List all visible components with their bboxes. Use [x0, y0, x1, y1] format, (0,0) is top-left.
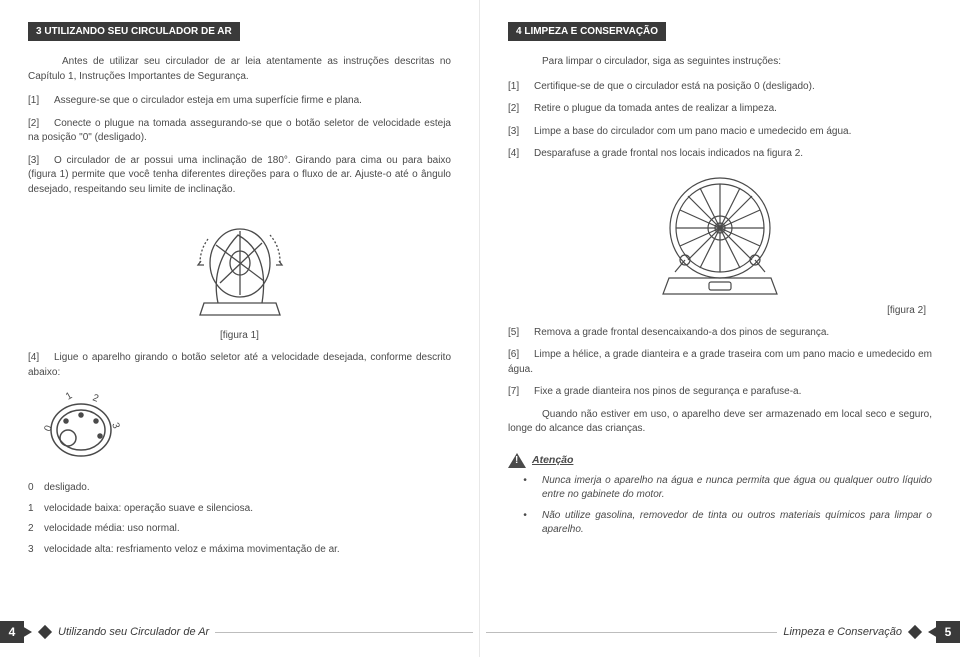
fan-side-icon — [180, 205, 300, 325]
speed-0: 0desligado. — [28, 481, 451, 496]
item-text: Assegure-se que o circulador esteja em u… — [54, 95, 362, 106]
speed-2: 2velocidade média: uso normal. — [28, 522, 451, 537]
left-item-1: [1]Assegure-se que o circulador esteja e… — [28, 94, 451, 109]
dial-icon: 0 1 2 3 — [38, 388, 124, 464]
section-header-left: 3 UTILIZANDO SEU CIRCULADOR DE AR — [28, 22, 240, 41]
left-item-3: [3]O circulador de ar possui uma inclina… — [28, 154, 451, 198]
item-num: [3] — [28, 154, 54, 169]
footer-right: Limpeza e Conservação 5 — [480, 621, 960, 643]
left-item-2: [2]Conecte o plugue na tomada assegurand… — [28, 117, 451, 146]
footer-left: 4 Utilizando seu Circulador de Ar — [0, 621, 479, 643]
right-body: Para limpar o circulador, siga as seguin… — [508, 55, 932, 162]
left-body: Antes de utilizar seu circulador de ar l… — [28, 55, 451, 197]
item-text: O circulador de ar possui uma inclinação… — [28, 155, 451, 195]
figure-1-label: [figura 1] — [28, 330, 451, 341]
right-item-5: [5]Remova a grade frontal desencaixando-… — [508, 326, 932, 341]
right-body-2: [5]Remova a grade frontal desencaixando-… — [508, 326, 932, 437]
figure-2-label: [figura 2] — [508, 305, 926, 316]
item-text: Ligue o aparelho girando o botão seletor… — [28, 352, 451, 378]
attention-b1: •Nunca imerja o aparelho na água e nunca… — [508, 474, 932, 503]
diamond-icon — [908, 625, 922, 639]
warning-icon — [508, 453, 526, 468]
page-spread: 3 UTILIZANDO SEU CIRCULADOR DE AR Antes … — [0, 0, 960, 657]
item-num: [4] — [28, 351, 54, 366]
right-item-8: Quando não estiver em uso, o aparelho de… — [508, 408, 932, 437]
page-left: 3 UTILIZANDO SEU CIRCULADOR DE AR Antes … — [0, 0, 480, 657]
footer-title-left: Utilizando seu Circulador de Ar — [58, 626, 209, 638]
footer-line — [215, 632, 473, 633]
fan-front-icon — [645, 170, 795, 300]
item-num: [1] — [28, 94, 54, 109]
figure-2 — [508, 170, 932, 303]
attention-body: •Nunca imerja o aparelho na água e nunca… — [508, 474, 932, 538]
right-item-2: [2]Retire o plugue da tomada antes de re… — [508, 102, 932, 117]
footer-title-right: Limpeza e Conservação — [783, 626, 902, 638]
page-right: 4 LIMPEZA E CONSERVAÇÃO Para limpar o ci… — [480, 0, 960, 657]
attention-header: Atenção — [508, 453, 932, 468]
speed-1: 1velocidade baixa: operação suave e sile… — [28, 502, 451, 517]
left-item-4: [4]Ligue o aparelho girando o botão sele… — [28, 351, 451, 380]
speed-list: 0desligado. 1velocidade baixa: operação … — [28, 481, 451, 557]
left-intro: Antes de utilizar seu circulador de ar l… — [28, 55, 451, 84]
dial-0: 0 — [42, 424, 54, 433]
item-num: [2] — [28, 117, 54, 132]
dial-2: 2 — [91, 392, 100, 404]
right-intro: Para limpar o circulador, siga as seguin… — [508, 55, 932, 70]
right-item-6: [6]Limpe a hélice, a grade dianteira e a… — [508, 348, 932, 377]
attention-b2: •Não utilize gasolina, removedor de tint… — [508, 509, 932, 538]
page-number-right: 5 — [936, 621, 960, 643]
section-header-right: 4 LIMPEZA E CONSERVAÇÃO — [508, 22, 666, 41]
page-number-left: 4 — [0, 621, 24, 643]
speed-3: 3velocidade alta: resfriamento veloz e m… — [28, 543, 451, 558]
diamond-icon — [38, 625, 52, 639]
right-item-1: [1]Certifique-se de que o circulador est… — [508, 80, 932, 95]
right-item-7: [7]Fixe a grade dianteira nos pinos de s… — [508, 385, 932, 400]
diamond-icon — [22, 626, 32, 638]
dial-1: 1 — [64, 390, 75, 403]
figure-1 — [28, 205, 451, 328]
dial-3: 3 — [109, 421, 121, 430]
right-item-4: [4]Desparafuse a grade frontal nos locai… — [508, 147, 932, 162]
footer-line — [486, 632, 777, 633]
item-text: Conecte o plugue na tomada assegurando-s… — [28, 118, 451, 144]
speed-dial: 0 1 2 3 — [38, 388, 451, 467]
attention-title: Atenção — [532, 454, 573, 466]
right-item-3: [3]Limpe a base do circulador com um pan… — [508, 125, 932, 140]
